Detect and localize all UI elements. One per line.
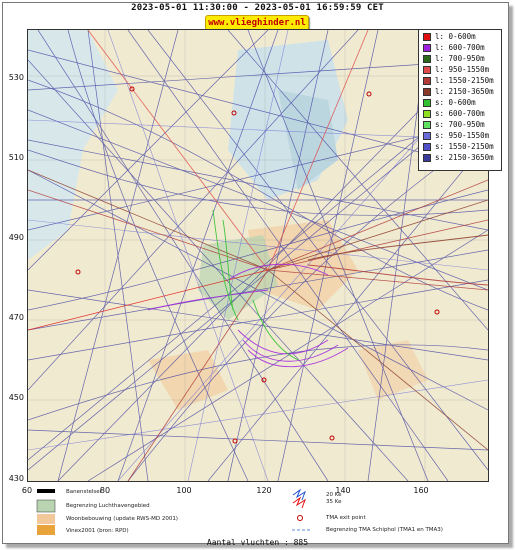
urban-area <box>358 340 428 400</box>
legend-swatch <box>423 99 431 107</box>
housing-swatch <box>37 514 55 524</box>
altitude-legend: l: 0-600m l: 600-700m l: 700-950m l: 950… <box>418 29 502 171</box>
legend-swatch <box>423 55 431 63</box>
legend-swatch <box>423 77 431 85</box>
key-20ke-label: 20 Ke <box>326 492 342 498</box>
key-tma-boundary-label: Begrenzing TMA Schiphol (TMA1 en TMA3) <box>326 527 443 533</box>
key-vinex-label: Vinex2001 (bron: RPD) <box>66 528 129 534</box>
tma-exit-point <box>129 86 135 92</box>
noise-contour-icon <box>292 496 306 509</box>
tma-exit-points <box>75 86 440 444</box>
y-tick-label: 470 <box>8 313 24 322</box>
key-35ke-label: 35 Ke <box>326 499 342 505</box>
key-airport-boundary-label: Begrenzing Luchthavengebied <box>66 503 150 509</box>
y-tick-label: 510 <box>8 153 24 162</box>
tma-exit-point <box>329 435 335 441</box>
tracks-purple <box>147 263 349 368</box>
key-tma-exit-label: TMA exit point <box>326 515 366 521</box>
tracks-high <box>28 30 488 481</box>
x-tick-label: 120 <box>256 486 272 495</box>
tma-exit-point <box>75 269 81 275</box>
x-tick-label: 160 <box>413 486 429 495</box>
vinex-swatch <box>37 525 55 535</box>
x-tick-label: 60 <box>21 486 33 495</box>
legend-item: l: 1550-2150m <box>423 76 494 86</box>
legend-item: s: 1550-2150m <box>423 142 494 152</box>
legend-swatch <box>423 143 431 151</box>
legend-swatch <box>423 110 431 118</box>
legend-item: s: 950-1550m <box>423 131 489 141</box>
legend-item: s: 0-600m <box>423 98 476 108</box>
key-runway-label: Banenstelsel <box>66 489 102 495</box>
legend-swatch <box>423 154 431 162</box>
legend-item: l: 0-600m <box>423 32 476 42</box>
tma-exit-point <box>261 377 267 383</box>
runway-swatch <box>37 489 55 493</box>
noise-contour-icon <box>292 488 306 501</box>
legend-swatch <box>423 88 431 96</box>
legend-swatch <box>423 66 431 74</box>
tma-exit-icon <box>297 515 303 521</box>
tracks-low <box>28 30 488 481</box>
key-housing-label: Woonbebouwing (update RWS-MD 2001) <box>66 516 178 522</box>
flight-track-map <box>27 29 489 482</box>
x-tick-label: 100 <box>176 486 192 495</box>
y-tick-label: 450 <box>8 393 24 402</box>
legend-item: l: 700-950m <box>423 54 485 64</box>
tma-exit-point <box>434 309 440 315</box>
legend-swatch <box>423 121 431 129</box>
tma-exit-point <box>366 91 372 97</box>
legend-item: s: 700-950m <box>423 120 485 130</box>
urban-area <box>148 350 228 410</box>
legend-item: s: 600-700m <box>423 109 485 119</box>
x-tick-label: 80 <box>99 486 111 495</box>
tma-exit-point <box>232 438 238 444</box>
legend-swatch <box>423 33 431 41</box>
water-body <box>278 90 338 190</box>
legend-item: l: 600-700m <box>423 43 485 53</box>
airport-boundary-swatch <box>36 499 56 513</box>
y-tick-label: 430 <box>8 474 24 483</box>
legend-item: s: 2150-3650m <box>423 153 494 163</box>
tracks-green <box>212 209 299 361</box>
legend-item: l: 2150-3650m <box>423 87 494 97</box>
tma-exit-point <box>231 110 237 116</box>
legend-swatch <box>423 44 431 52</box>
urban-area <box>248 220 358 310</box>
grid <box>28 30 488 481</box>
x-tick-label: 140 <box>335 486 351 495</box>
time-range-title: 2023-05-01 11:30:00 - 2023-05-01 16:59:5… <box>131 3 384 13</box>
y-tick-label: 530 <box>8 73 24 82</box>
legend-item: l: 950-1550m <box>423 65 489 75</box>
flight-count: Aantal vluchten : 885 <box>206 538 309 547</box>
y-tick-label: 490 <box>8 233 24 242</box>
legend-swatch <box>423 132 431 140</box>
